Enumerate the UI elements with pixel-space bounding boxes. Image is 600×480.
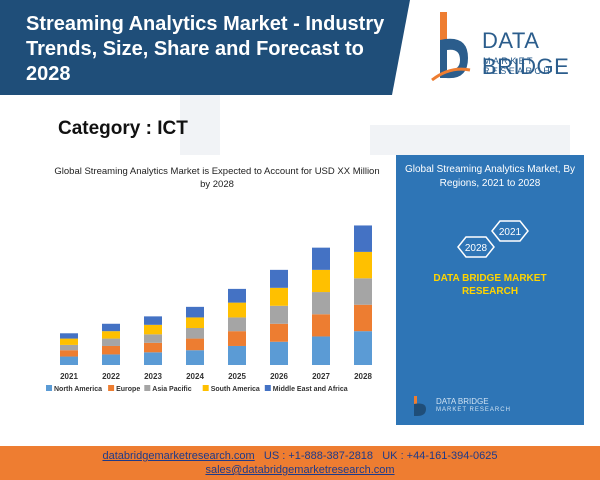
- bar-2025-europe: [228, 331, 246, 346]
- uk-phone: UK : +44-161-394-0625: [382, 450, 498, 462]
- data-bridge-logo-icon: [431, 12, 471, 82]
- bar-2028-north-america: [354, 331, 372, 365]
- stacked-bar-chart: 2021 2022 2023 2024 2025 2026 2027 2028 North Am…: [46, 225, 372, 393]
- legend-swatch: [202, 385, 209, 391]
- bar-2025-north-america: [228, 345, 246, 365]
- bar-2021-north-america: [60, 356, 78, 365]
- hex-label-2028: 2028: [465, 243, 488, 254]
- mini-logo-tagline: MARKET RESEARCH: [436, 407, 511, 413]
- legend-label: Asia Pacific: [152, 386, 191, 393]
- bar-2023-asia-pacific: [144, 334, 162, 343]
- bar-2021-europe: [60, 350, 78, 357]
- bar-2023-south-america: [144, 324, 162, 335]
- bar-2028-asia-pacific: [354, 278, 372, 305]
- bar-2027-europe: [312, 314, 330, 337]
- bar-2027-south-america: [312, 269, 330, 293]
- bar-2028-middle-east-and-africa: [354, 225, 372, 252]
- logo-panel: DATA BRIDGE MARKET RESEARCH: [392, 0, 600, 95]
- x-tick-label: 2022: [102, 372, 120, 381]
- website-link[interactable]: databridgemarketresearch.com: [102, 450, 255, 462]
- bar-2021-asia-pacific: [60, 344, 78, 351]
- mini-logo-text: DATA BRIDGE MARKET RESEARCH: [436, 397, 511, 415]
- category-label: Category : ICT: [58, 118, 188, 139]
- bar-2022-europe: [102, 345, 120, 355]
- legend-swatch: [108, 385, 115, 391]
- bar-2023-europe: [144, 342, 162, 353]
- x-tick-label: 2021: [60, 372, 78, 381]
- bar-2023-north-america: [144, 352, 162, 365]
- bar-2021-south-america: [60, 338, 78, 345]
- timeline-hexagons: 2028 2021: [457, 220, 529, 258]
- bar-2022-asia-pacific: [102, 338, 120, 346]
- bar-2024-middle-east-and-africa: [186, 306, 204, 318]
- footer-bar: databridgemarketresearch.com US : +1-888…: [0, 446, 600, 480]
- bar-2025-asia-pacific: [228, 317, 246, 332]
- bar-2021-middle-east-and-africa: [60, 333, 78, 339]
- header-banner: Streaming Analytics Market - Industry Tr…: [0, 0, 600, 95]
- email-link[interactable]: sales@databridgemarketresearch.com: [205, 464, 395, 476]
- bar-2028-europe: [354, 304, 372, 332]
- hex-label-2021: 2021: [499, 227, 522, 238]
- x-tick-label: 2024: [186, 372, 204, 381]
- bar-2024-north-america: [186, 350, 204, 365]
- legend-swatch: [46, 385, 52, 391]
- hexagon-2021: [491, 220, 529, 242]
- bar-2027-middle-east-and-africa: [312, 247, 330, 270]
- side-panel: Global Streaming Analytics Market, By Re…: [396, 155, 584, 425]
- bar-2027-north-america: [312, 336, 330, 365]
- legend-label: Europe: [116, 386, 140, 393]
- side-panel-brand: DATA BRIDGE MARKET RESEARCH: [433, 273, 547, 297]
- bar-2025-south-america: [228, 302, 246, 318]
- legend-swatch: [144, 385, 151, 391]
- mini-logo-name: DATA BRIDGE: [436, 397, 489, 406]
- bar-2025-middle-east-and-africa: [228, 288, 246, 303]
- legend-label: Middle East and Africa: [273, 386, 348, 393]
- bar-2026-south-america: [270, 287, 288, 306]
- logo-name: DATA BRIDGE: [482, 28, 570, 79]
- bar-2024-south-america: [186, 317, 204, 328]
- legend-label: South America: [211, 386, 260, 393]
- chart-card: Global Streaming Analytics Market is Exp…: [38, 155, 396, 405]
- bar-2024-asia-pacific: [186, 328, 204, 339]
- bar-2027-asia-pacific: [312, 292, 330, 315]
- x-tick-label: 2028: [354, 372, 372, 381]
- x-tick-label: 2027: [312, 372, 330, 381]
- bar-2026-europe: [270, 323, 288, 342]
- bar-2026-north-america: [270, 341, 288, 365]
- bar-2023-middle-east-and-africa: [144, 316, 162, 325]
- mini-logo-icon: [414, 396, 426, 416]
- legend-swatch: [264, 385, 271, 391]
- page-title: Streaming Analytics Market - Industry Tr…: [26, 13, 385, 85]
- bar-2022-north-america: [102, 354, 120, 365]
- bar-2026-asia-pacific: [270, 305, 288, 324]
- bar-2024-europe: [186, 338, 204, 351]
- logo-tagline: MARKET RESEARCH: [483, 56, 553, 76]
- footer-contact-line: databridgemarketresearch.com US : +1-888…: [0, 449, 600, 463]
- bar-2028-south-america: [354, 251, 372, 279]
- bar-2022-south-america: [102, 331, 120, 339]
- bar-2022-middle-east-and-africa: [102, 323, 120, 332]
- hexagon-2028: [457, 236, 495, 258]
- mini-logo: DATA BRIDGE MARKET RESEARCH: [410, 395, 530, 417]
- us-phone: US : +1-888-387-2818: [263, 450, 374, 462]
- x-tick-label: 2023: [144, 372, 162, 381]
- x-tick-label: 2025: [228, 372, 246, 381]
- side-panel-title: Global Streaming Analytics Market, By Re…: [404, 164, 576, 189]
- legend-label: North America: [54, 386, 102, 393]
- bar-2026-middle-east-and-africa: [270, 269, 288, 288]
- chart-title: Global Streaming Analytics Market is Exp…: [54, 166, 380, 190]
- x-tick-label: 2026: [270, 372, 288, 381]
